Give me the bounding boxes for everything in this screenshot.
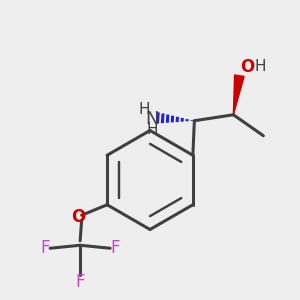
- Text: F: F: [40, 239, 50, 257]
- Text: H: H: [254, 59, 266, 74]
- Text: O: O: [240, 58, 254, 76]
- Polygon shape: [233, 75, 244, 115]
- Text: N: N: [145, 110, 158, 128]
- Text: O: O: [71, 208, 86, 226]
- Text: H: H: [146, 122, 158, 137]
- Text: F: F: [110, 239, 120, 257]
- Text: F: F: [75, 273, 85, 291]
- Text: H: H: [138, 102, 150, 117]
